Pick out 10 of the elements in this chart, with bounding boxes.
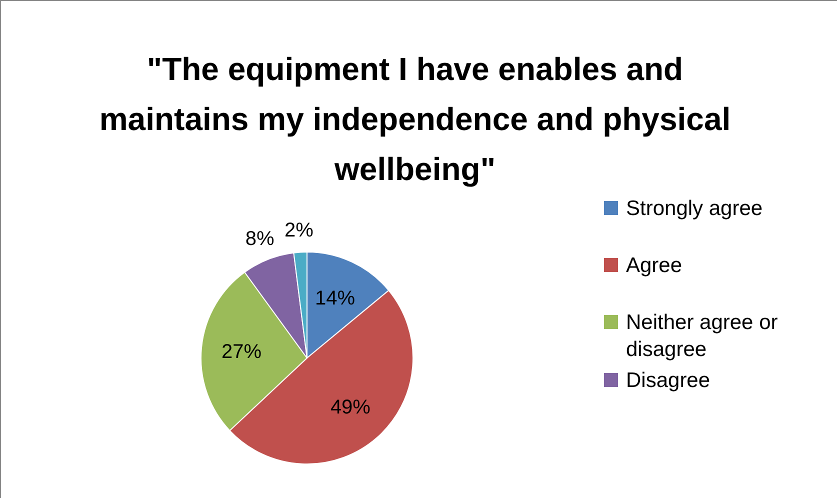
legend-label: Agree	[626, 253, 682, 279]
legend-label: Neither agree or disagree	[626, 310, 779, 363]
data-label: 14%	[314, 288, 356, 310]
data-label: 2%	[284, 219, 314, 242]
data-label: 49%	[330, 396, 371, 418]
legend-label: Disagree	[626, 368, 710, 394]
data-label: 8%	[245, 228, 275, 250]
legend-label: Strongly agree	[626, 196, 763, 222]
chart-title: "The equipment I have enables and maintains my independence and physical wellbeing"	[98, 50, 732, 189]
data-label: 27%	[222, 340, 262, 363]
